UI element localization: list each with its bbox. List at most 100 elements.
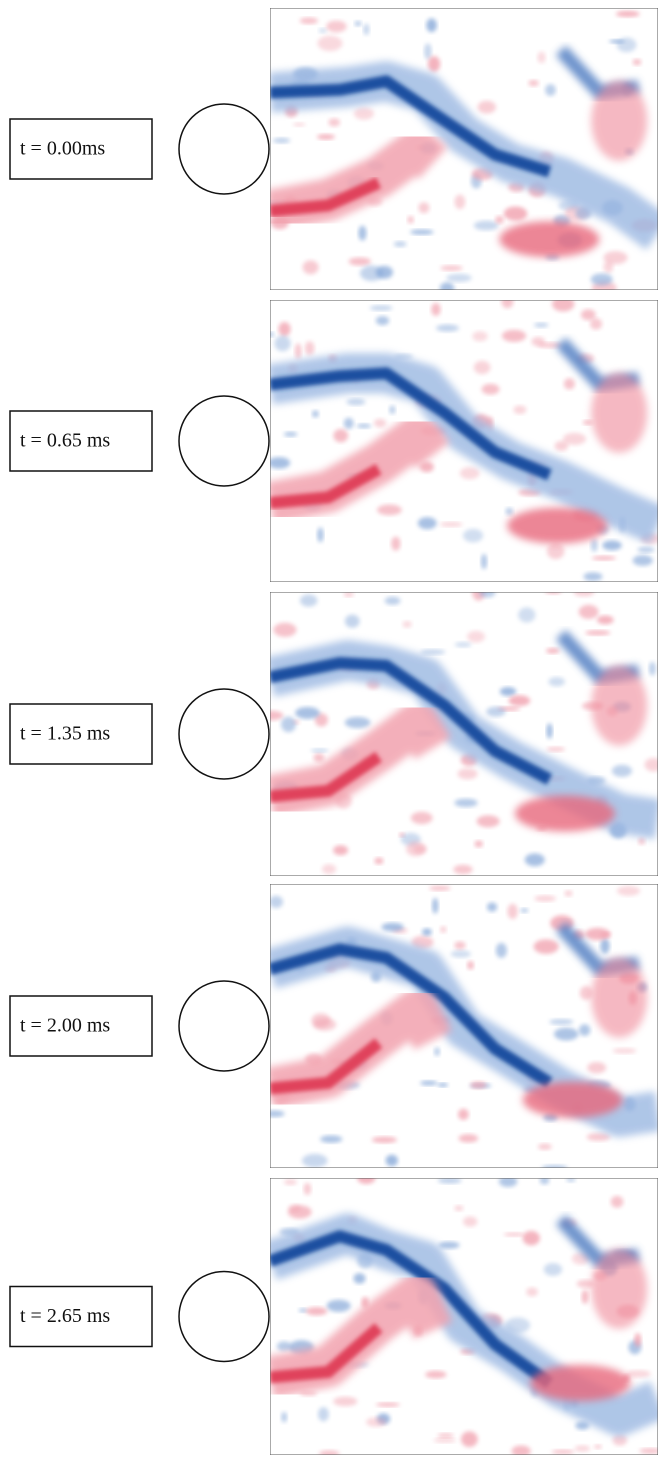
vortex-blob	[433, 1438, 456, 1443]
vortex-blob	[590, 318, 603, 330]
vortex-blob	[343, 417, 354, 429]
vortex-blob	[474, 840, 484, 848]
vortex-blob	[310, 748, 329, 753]
vorticity-field	[270, 592, 658, 876]
vortex-blob	[546, 723, 553, 739]
vortex-blob	[281, 1411, 288, 1423]
vortex-blob	[554, 440, 569, 451]
time-label: t = 0.00ms	[20, 138, 105, 160]
red-cluster	[591, 1248, 648, 1329]
vortex-blob	[503, 206, 528, 221]
vortex-blob	[353, 1273, 366, 1284]
vortex-blob	[546, 746, 566, 752]
vorticity-field	[270, 8, 658, 290]
vortex-blob	[270, 332, 275, 337]
vortex-blob	[585, 927, 611, 941]
vortex-blob	[481, 383, 500, 395]
vortex-blob	[581, 1289, 589, 1304]
vortex-blob	[472, 331, 488, 342]
vortex-blob	[476, 815, 500, 828]
vortex-blob	[318, 28, 327, 34]
red-core	[270, 751, 382, 803]
label-box	[9, 410, 153, 472]
cylinder	[178, 395, 270, 487]
red-cluster	[591, 372, 648, 453]
vortex-blob	[602, 540, 622, 551]
vortex-blob	[326, 20, 347, 33]
vortex-blob	[546, 647, 560, 654]
vortex-blob	[311, 410, 319, 418]
blue-core	[270, 1230, 553, 1388]
vortex-blob	[317, 527, 324, 543]
vortex-blob	[526, 1287, 538, 1297]
vortex-blob	[429, 885, 451, 891]
vortex-blob	[272, 137, 291, 144]
vortex-blob	[311, 1013, 331, 1028]
vortex-blob	[648, 661, 656, 676]
vortex-blob	[393, 241, 407, 247]
vortex-blob	[541, 1164, 568, 1168]
vortex-blob	[446, 273, 472, 283]
vortex-blob	[616, 885, 641, 896]
vortex-blob	[453, 864, 473, 875]
vortex-blob	[326, 1299, 351, 1312]
vortex-blob	[578, 1024, 591, 1037]
red-cluster	[591, 80, 648, 161]
vortex-blob	[354, 20, 362, 27]
vortex-blob	[425, 1370, 447, 1379]
vortex-blob	[366, 1417, 387, 1427]
vortex-blob	[486, 706, 506, 717]
vortex-blob	[381, 922, 404, 932]
cylinder	[178, 103, 270, 195]
vortex-blob	[317, 35, 343, 52]
vortex-blob	[486, 902, 498, 912]
vortex-blob	[545, 84, 556, 96]
vortex-blob	[462, 1216, 478, 1227]
vortex-blob	[454, 194, 466, 210]
vortex-blob	[363, 23, 370, 36]
vortex-blob	[313, 753, 325, 763]
vortex-blob	[419, 461, 434, 473]
label-box	[9, 995, 153, 1057]
vortex-blob	[477, 100, 497, 114]
vortex-blob	[358, 225, 367, 241]
vortex-blob	[420, 1080, 438, 1086]
vortex-blob	[574, 1445, 591, 1452]
vortex-blob	[553, 1027, 579, 1041]
vortex-blob	[458, 1134, 479, 1143]
vortex-blob	[294, 343, 302, 360]
vortex-blob	[369, 305, 393, 311]
vortex-blob	[548, 676, 565, 687]
vortex-blob	[528, 79, 539, 87]
red-core	[270, 1323, 383, 1384]
vortex-blob	[437, 1178, 462, 1184]
vortex-blob	[301, 1153, 328, 1168]
vortex-blob	[537, 1143, 552, 1150]
vortex-blob	[513, 405, 527, 415]
vortex-blob	[353, 107, 374, 120]
vortex-blob	[520, 908, 529, 913]
vortex-blob	[391, 536, 401, 551]
vortex-blob	[320, 1135, 343, 1143]
vortex-blob	[563, 378, 575, 390]
vortex-blob	[501, 300, 514, 309]
vortex-blob	[579, 985, 593, 1000]
vortex-blob	[454, 642, 472, 648]
vortex-blob	[421, 928, 432, 936]
vortex-blob	[374, 857, 384, 865]
vortex-blob	[551, 300, 575, 312]
vortex-blob	[318, 1407, 329, 1422]
vortex-blob	[603, 251, 628, 265]
vortex-blob	[612, 1434, 628, 1446]
vortex-blob	[283, 1179, 297, 1186]
time-label: t = 2.65 ms	[20, 1305, 110, 1327]
vortex-blob	[357, 1178, 376, 1184]
vortex-blob	[495, 215, 504, 224]
vortex-blob	[573, 592, 595, 597]
vortex-blob	[333, 429, 349, 443]
vortex-blob	[375, 1402, 401, 1407]
vortex-blob	[344, 716, 371, 729]
red-cluster	[522, 1081, 623, 1118]
vortex-blob	[505, 507, 514, 516]
vortex-blob	[503, 1232, 525, 1237]
